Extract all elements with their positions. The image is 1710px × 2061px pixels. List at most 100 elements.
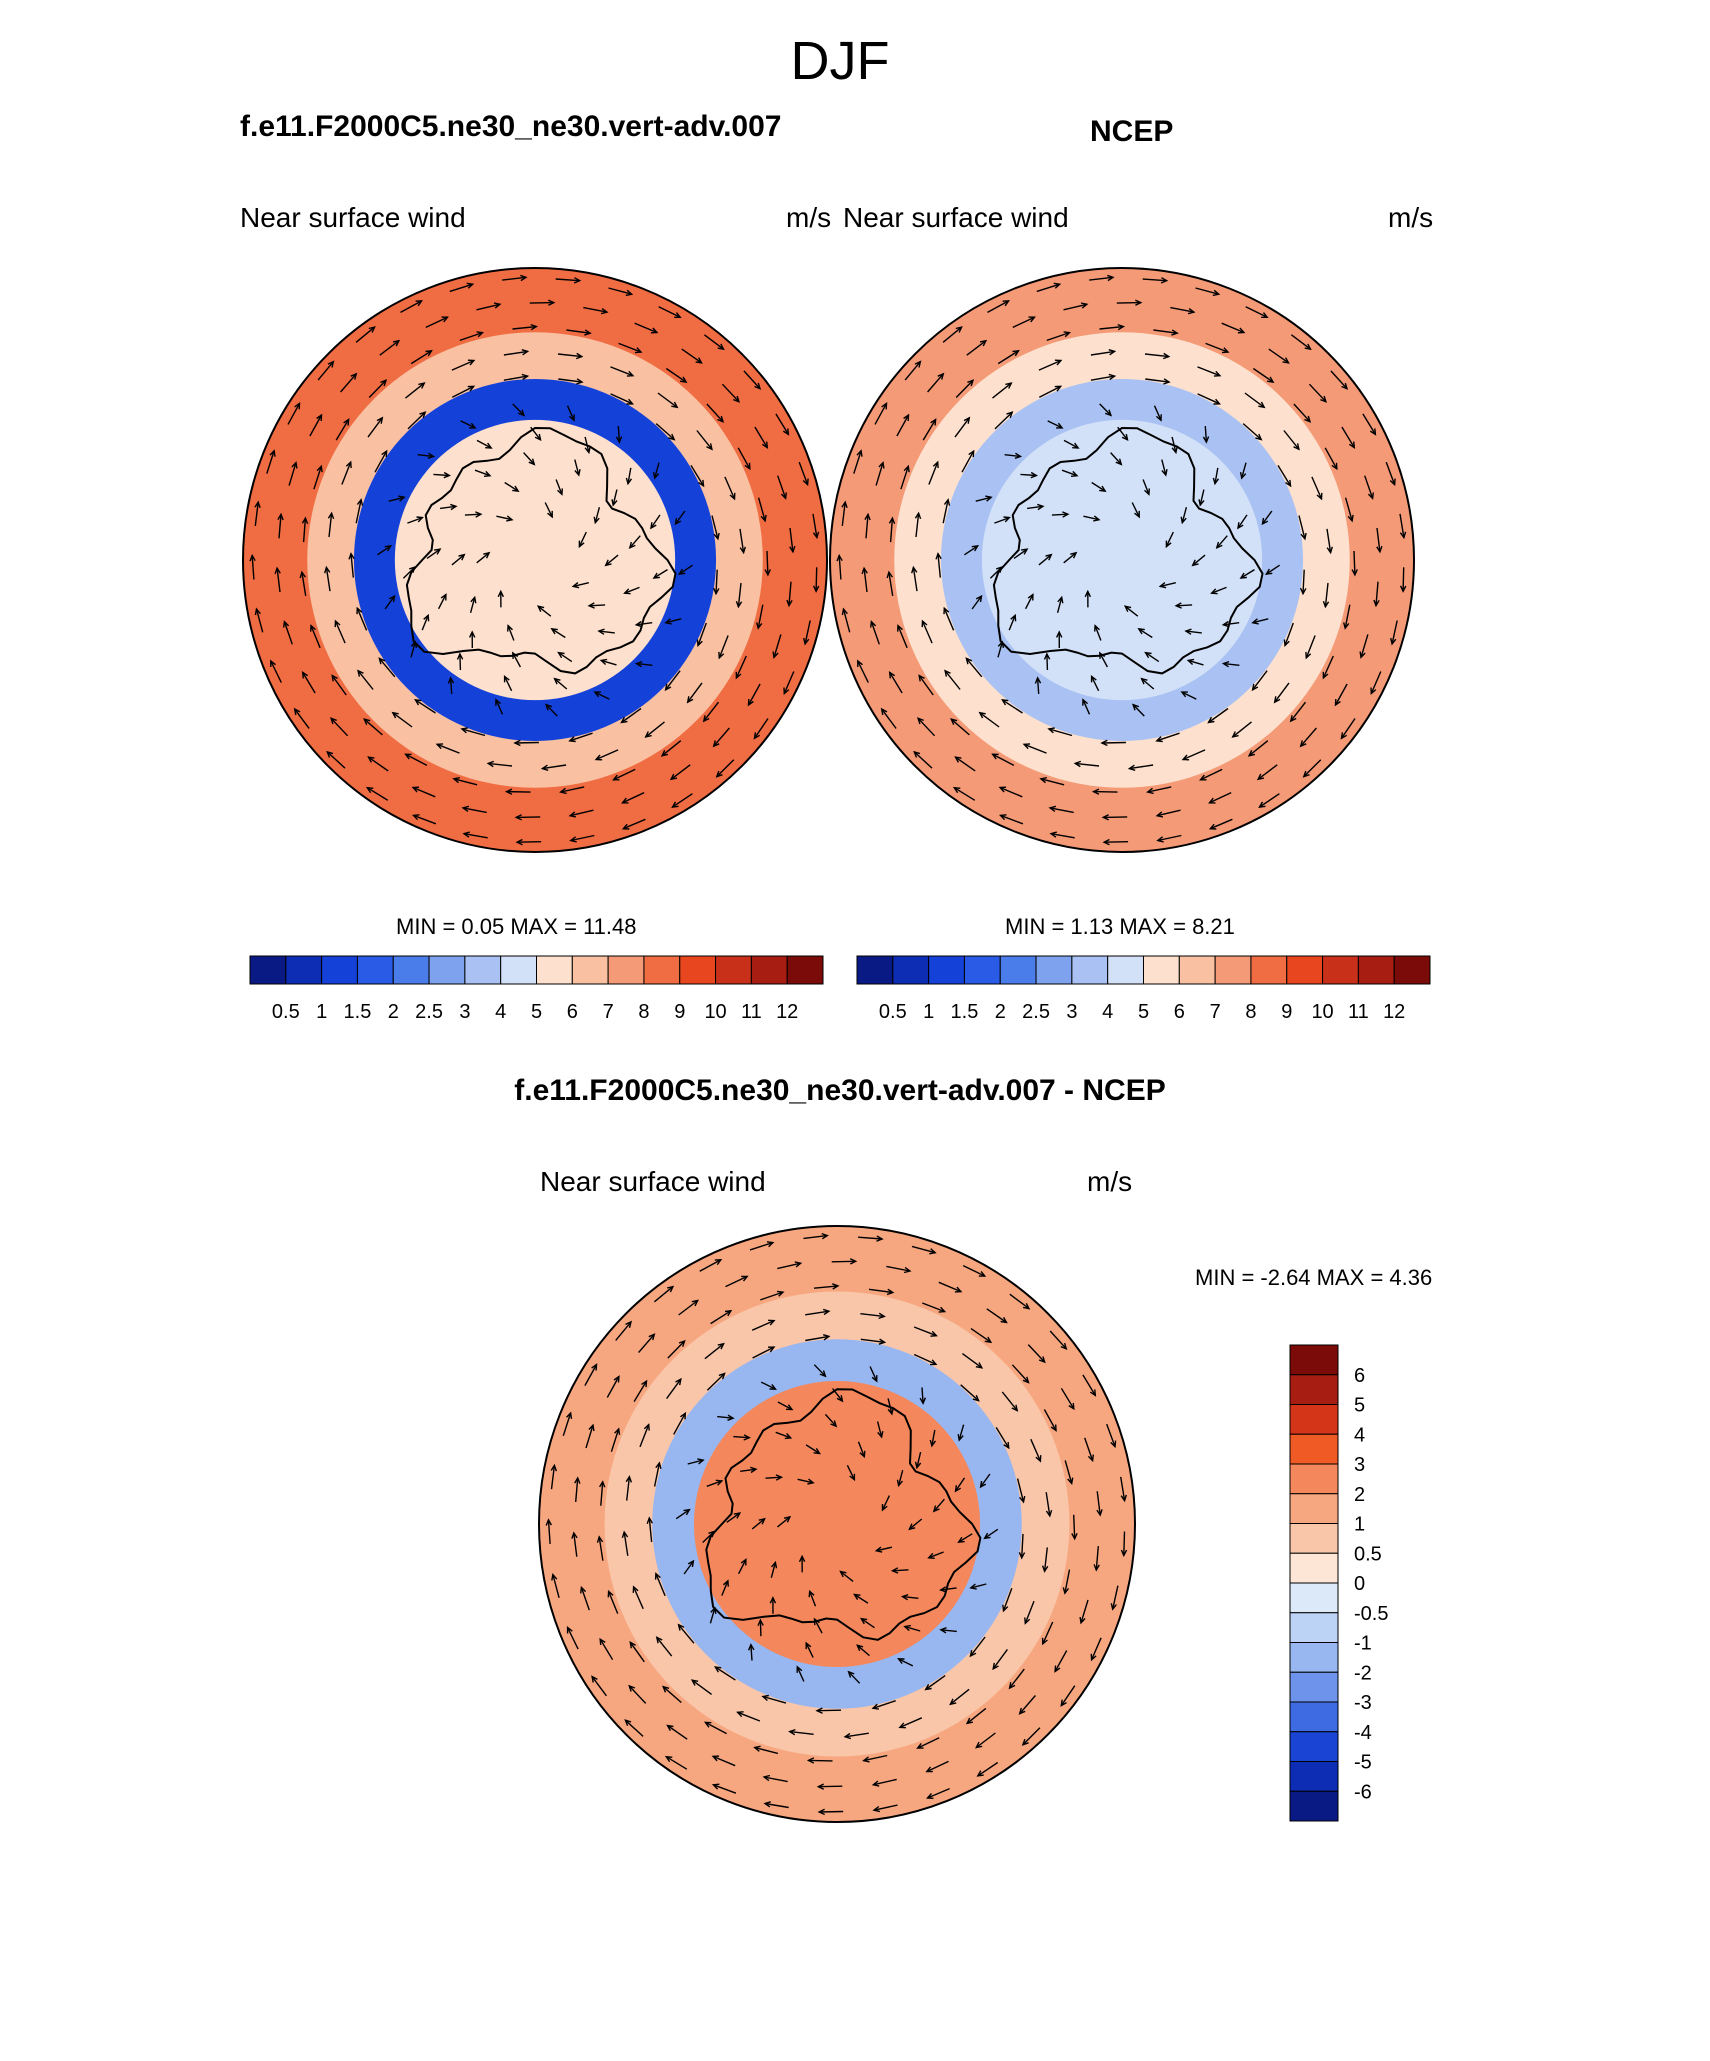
- colorbar-diff-swatch: [1289, 1374, 1339, 1405]
- colorbar-panel-2-tick-label: 6: [1174, 1001, 1185, 1023]
- map-3-zone-interior: [693, 1380, 981, 1668]
- colorbar-panel-1-tick-label: 10: [704, 1001, 726, 1023]
- panel-3-units-label: m/s: [1087, 1166, 1133, 1197]
- colorbar-diff-tick-label: 2: [1354, 1484, 1365, 1506]
- colorbar-panel-1-swatch: [536, 955, 573, 985]
- panel-1-field-label: Near surface wind: [240, 202, 466, 233]
- map-2-wind-vectors: [836, 274, 1407, 846]
- colorbar-panel-2-tick-label: 12: [1383, 1001, 1405, 1023]
- map-2-coastline: [992, 426, 1264, 675]
- colorbar-panel-1-swatch: [750, 955, 788, 985]
- colorbar-panel-2-tick-label: 4: [1102, 1001, 1113, 1023]
- colorbar-diff-tick-label: 0.5: [1354, 1543, 1382, 1565]
- panel-1-units-label: m/s: [786, 202, 832, 233]
- colorbar-panel-1-swatch: [249, 955, 287, 985]
- colorbar-diff-swatch: [1289, 1523, 1339, 1554]
- colorbar-diff-swatch: [1289, 1701, 1339, 1733]
- colorbar-panel-1-tick-label: 2: [388, 1001, 399, 1023]
- colorbar-panel-1-swatch: [392, 955, 430, 985]
- colorbar-diff-swatch: [1289, 1642, 1339, 1673]
- figure-season-title: DJF: [790, 31, 890, 91]
- colorbar-diff: 6 5 4 3 2 1 0.5 0 -0.5 -1 -2 -3 -4 -5 -6: [1289, 1344, 1388, 1822]
- colorbar-panel-1-swatch: [643, 955, 681, 985]
- colorbar-diff-tick-label: 0: [1354, 1573, 1365, 1595]
- colorbar-diff-swatch: [1289, 1404, 1339, 1435]
- colorbar-diff-swatch: [1289, 1582, 1339, 1614]
- panel-2-min-max: MIN = 1.13 MAX = 8.21: [1005, 914, 1235, 939]
- colorbar-panel-1-tick-label: 9: [674, 1001, 685, 1023]
- colorbar-panel-2-tick-label: 8: [1245, 1001, 1256, 1023]
- colorbar-panel-2-swatch: [1071, 955, 1109, 985]
- colorbar-panel-2-swatch: [892, 955, 930, 985]
- colorbar-diff-swatch: [1289, 1344, 1339, 1376]
- colorbar-diff-swatch: [1289, 1761, 1339, 1792]
- colorbar-panel-1-tick-label: 8: [638, 1001, 649, 1023]
- colorbar-panel-1-swatch: [679, 955, 717, 985]
- map-2-zone-interior: [981, 419, 1263, 701]
- colorbar-panel-1-swatch: [356, 955, 394, 985]
- panel-2-units-label: m/s: [1388, 202, 1434, 233]
- colorbar-panel-2-swatch: [1357, 955, 1395, 985]
- colorbar-diff-tick-label: 6: [1354, 1365, 1365, 1387]
- colorbar-diff-tick-label: -6: [1354, 1781, 1372, 1803]
- colorbar-panel-1-swatch: [786, 955, 824, 985]
- colorbar-panel-2-tick-label: 2.5: [1022, 1001, 1050, 1023]
- colorbar-panel-1-tick-label: 1.5: [344, 1001, 372, 1023]
- map-3-border: [538, 1225, 1136, 1823]
- colorbar-panel-2-tick-label: 3: [1066, 1001, 1077, 1023]
- colorbar-diff-tick-label: 3: [1354, 1454, 1365, 1476]
- map-3-coastline: [705, 1388, 982, 1641]
- colorbar-panel-1-tick-label: 7: [603, 1001, 614, 1023]
- polar-map-3: [538, 1225, 1136, 1823]
- colorbar-diff-swatch: [1289, 1493, 1339, 1524]
- colorbar-panel-1-tick-label: 3: [459, 1001, 470, 1023]
- panel-3-field-label: Near surface wind: [540, 1166, 766, 1197]
- colorbar-panel-1-tick-label: 6: [567, 1001, 578, 1023]
- colorbar-panel-1-swatch: [715, 955, 752, 985]
- colorbar-panel-2: 0.5 1 1.5 2 2.5 3 4 5 6 7 8 9 10 11 12: [856, 955, 1431, 1023]
- map-2-border: [829, 267, 1415, 853]
- panel-2-field-label: Near surface wind: [843, 202, 1069, 233]
- polar-map-1: [242, 267, 828, 853]
- colorbar-diff-tick-label: -1: [1354, 1633, 1372, 1655]
- colorbar-diff-tick-label: -3: [1354, 1692, 1372, 1714]
- colorbar-diff-swatch: [1289, 1552, 1339, 1584]
- panel-1-min-max: MIN = 0.05 MAX = 11.48: [396, 914, 637, 939]
- colorbar-panel-2-swatch: [1322, 955, 1359, 985]
- colorbar-panel-2-tick-label: 10: [1311, 1001, 1333, 1023]
- map-1-coastline: [405, 426, 677, 675]
- colorbar-panel-1-swatch: [607, 955, 645, 985]
- colorbar-panel-1-swatch: [464, 955, 502, 985]
- colorbar-panel-2-tick-label: 0.5: [879, 1001, 907, 1023]
- colorbar-panel-2-tick-label: 1.5: [951, 1001, 979, 1023]
- colorbar-panel-1-tick-label: 12: [776, 1001, 798, 1023]
- colorbar-panel-2-tick-label: 9: [1281, 1001, 1292, 1023]
- colorbar-diff-tick-label: -2: [1354, 1662, 1372, 1684]
- colorbar-diff-tick-label: -4: [1354, 1722, 1372, 1744]
- colorbar-panel-1-tick-label: 4: [495, 1001, 506, 1023]
- colorbar-diff-swatch: [1289, 1790, 1339, 1822]
- colorbar-panel-2-swatch: [1035, 955, 1073, 985]
- colorbar-panel-1-swatch: [500, 955, 537, 985]
- colorbar-diff-swatch: [1289, 1463, 1339, 1495]
- colorbar-panel-1-swatch: [285, 955, 323, 985]
- colorbar-diff-tick-label: 1: [1354, 1514, 1365, 1536]
- colorbar-panel-2-swatch: [1250, 955, 1288, 985]
- colorbar-panel-2-tick-label: 7: [1210, 1001, 1221, 1023]
- colorbar-panel-2-swatch: [1107, 955, 1144, 985]
- colorbar-panel-1-tick-label: 5: [531, 1001, 542, 1023]
- colorbar-panel-2-swatch: [1214, 955, 1252, 985]
- panel-2-title: NCEP: [1090, 115, 1174, 148]
- diff-panel-title: f.e11.F2000C5.ne30_ne30.vert-adv.007 - N…: [514, 1074, 1166, 1107]
- colorbar-panel-2-tick-label: 11: [1348, 1001, 1369, 1023]
- colorbar-panel-2-swatch: [928, 955, 965, 985]
- colorbar-panel-2-tick-label: 1: [923, 1001, 934, 1023]
- colorbar-panel-1-tick-label: 2.5: [415, 1001, 443, 1023]
- colorbar-panel-2-swatch: [999, 955, 1037, 985]
- colorbar-diff-swatch: [1289, 1671, 1339, 1703]
- colorbar-panel-1-swatch: [321, 955, 358, 985]
- map-1-wind-vectors: [249, 274, 820, 846]
- colorbar-panel-1-swatch: [428, 955, 466, 985]
- panel-3-min-max: MIN = -2.64 MAX = 4.36: [1195, 1265, 1433, 1290]
